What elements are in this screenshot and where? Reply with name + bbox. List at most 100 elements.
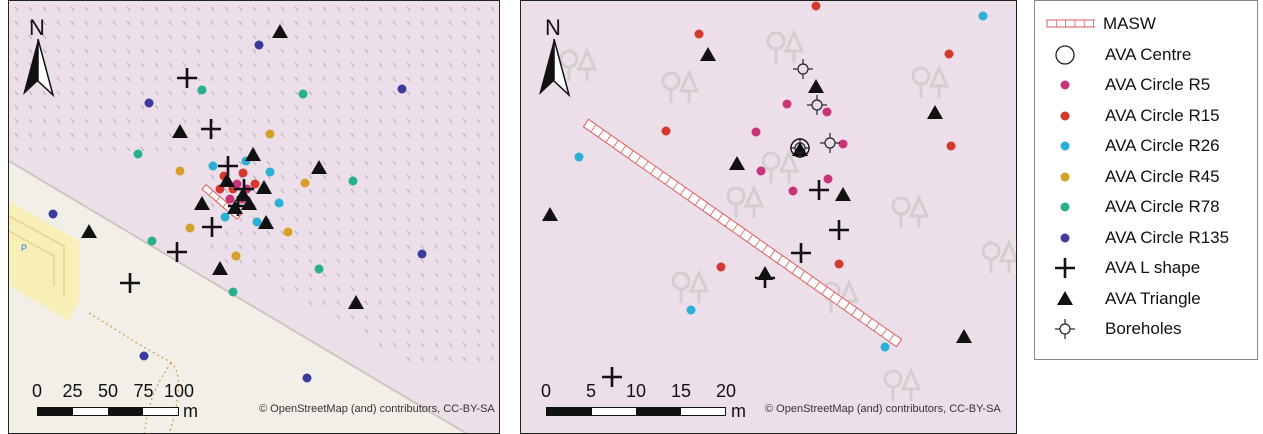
ava-circle-point [348,176,358,186]
triangle-icon [1057,290,1073,305]
map-panel-left[interactable]: P N 0 25 50 75 100 m © OpenStreetMap (and) c… [8,0,500,434]
masw-icon [1046,19,1095,28]
ava-circle-point [250,179,260,189]
borehole-icon [1055,319,1075,339]
ava-lshape-point [809,180,829,200]
legend-label: AVA Circle R15 [1105,105,1220,125]
ava-circle-point [782,99,792,109]
ava-circle-point [254,40,264,50]
dot-icon [1060,202,1070,212]
legend-label: AVA L shape [1105,258,1201,277]
north-arrow-right: N [537,15,577,97]
legend-item-r78: AVA Circle R78 [1043,194,1253,220]
tree-symbol [891,194,930,228]
ava-circle-point [133,149,143,159]
ava-circle-point [283,227,293,237]
ava-triangle-point [808,79,824,93]
ava-circle-point [716,262,726,272]
ava-circle-point [48,209,58,219]
scale-tick-label: 10 [625,381,647,401]
ava-triangle-point [348,295,364,309]
ava-lshape-point [201,119,221,139]
ava-lshape-point [829,220,849,240]
ava-triangle-point [729,156,745,170]
ava-circle-point [231,251,241,261]
tree-symbol [661,69,700,103]
borehole-point [820,133,840,153]
ava-circle-point [185,223,195,233]
ava-circle-point [756,166,766,176]
north-arrow-icon [539,39,571,97]
legend-item-r26: AVA Circle R26 [1043,133,1253,159]
ava-circle-point [822,107,832,117]
ava-triangle-point [172,124,188,138]
ava-lshape-point [755,268,775,288]
ava-circle-point [823,174,833,184]
map-canvas-right[interactable] [521,1,1017,434]
legend-label: AVA Circle R135 [1105,227,1230,247]
footpaths [88,312,179,433]
scale-bar-left: 0 25 50 75 100 m [32,381,198,421]
dot-icon [1060,111,1070,120]
scale-tick-label: 100 [163,381,195,401]
tree-symbol [726,184,765,218]
road-edge [9,160,468,433]
tree-symbol [981,239,1016,273]
ava-circle-point [811,1,821,11]
legend-label: AVA Circle R45 [1105,166,1220,186]
ava-circle-point [197,85,207,95]
ava-triangle-point [700,47,716,61]
ava-circle-point [788,186,798,196]
ava-circle-point [397,84,407,94]
legend-item-masw: MASW [1043,11,1253,37]
ava-lshape-point [234,179,254,199]
ava-lshape-point [228,196,248,216]
ava-circle-point [661,126,671,136]
legend-label: AVA Circle R78 [1105,197,1220,216]
map-canvas-left[interactable]: P [9,1,500,434]
ava-circle-point [225,194,235,204]
ava-circle-point [274,198,284,208]
map-panel-right[interactable]: N 0 5 10 15 20 m © OpenStreetMap (and) contr… [520,0,1017,434]
masw-ticks [590,124,895,342]
ava-circle-point [880,342,890,352]
scale-tick-label: 25 [62,381,83,401]
tree-symbol [766,29,805,63]
ava-circle-point [144,98,154,108]
ava-lshape-point [218,156,238,176]
tree-symbol [911,64,950,98]
scale-unit: m [731,401,746,421]
dot-icon [1060,172,1070,181]
north-label: N [545,15,561,40]
ava-triangle-point [212,261,228,275]
ava-circle-point [944,49,954,59]
scale-tick-label: 20 [715,381,737,401]
tree-symbol [883,367,922,401]
legend-item-triangle: AVA Triangle [1043,286,1253,312]
legend-item-r15: AVA Circle R15 [1043,103,1253,129]
legend-label: AVA Triangle [1105,288,1201,308]
borehole-point [793,59,813,79]
ava-circle-point [147,236,157,246]
legend-label: AVA Circle R26 [1105,136,1220,155]
dot-icon [1060,141,1070,151]
ava-circle-point [946,141,956,151]
ava-circle-point [265,129,275,139]
ava-circle-point [175,166,185,176]
ava-lshape-point [177,68,197,88]
ava-circle-point [978,11,988,21]
ava-triangle-point [927,105,943,119]
ava-triangle-point [835,187,851,201]
legend-item-r5: AVA Circle R5 [1043,72,1253,98]
ava-lshape-point [791,243,811,263]
scale-tick-label: 15 [670,381,692,401]
legend-item-boreholes: Boreholes [1043,316,1253,342]
scale-tick-label: 50 [97,381,119,401]
scale-tick-label: 5 [585,381,597,401]
legend-item-r135: AVA Circle R135 [1043,225,1253,251]
ava-triangle-point [542,207,558,221]
ava-triangle-point [956,329,972,343]
ava-circle-point [574,152,584,162]
ava-circle-point [314,264,324,274]
ava-lshape-point [202,217,222,237]
